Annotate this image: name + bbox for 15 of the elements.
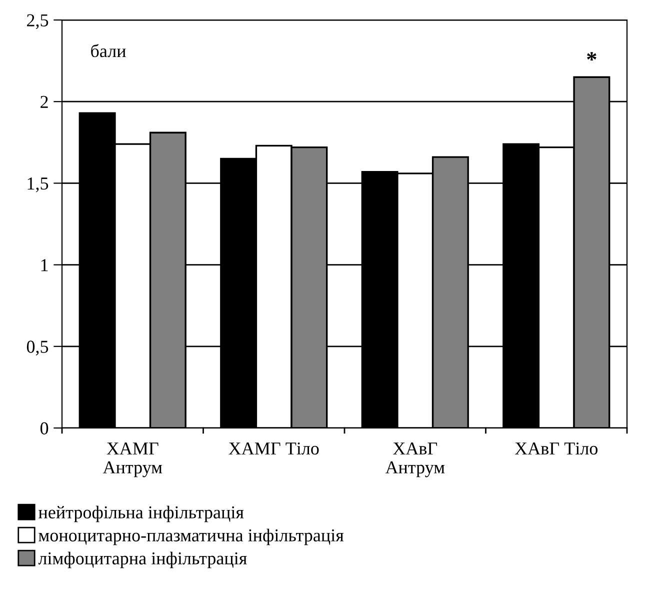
y-tick-label: 0,5 xyxy=(26,340,48,356)
legend-label: лімфоцитарна інфільтрація xyxy=(38,552,247,568)
y-tick-label: 1 xyxy=(41,259,48,272)
annotation: бали xyxy=(91,44,126,58)
x-tick-label: ХАМГ Тіло xyxy=(228,442,319,455)
x-tick-label: ХАвГ Антрум xyxy=(385,442,445,478)
annotation: * xyxy=(587,52,596,61)
legend-label: моноцитарно-плазматична інфільтрація xyxy=(38,528,344,546)
x-tick-label: ХАМГ Антрум xyxy=(102,442,162,478)
y-tick-label: 2 xyxy=(40,96,48,108)
y-tick-label: 2,5 xyxy=(27,14,48,30)
y-tick-label: 0 xyxy=(40,422,48,434)
legend-label: нейтрофільна інфільтрація xyxy=(38,506,244,522)
x-tick-label: ХАвГ Тіло xyxy=(514,442,598,455)
y-tick-label: 1,5 xyxy=(28,178,48,192)
